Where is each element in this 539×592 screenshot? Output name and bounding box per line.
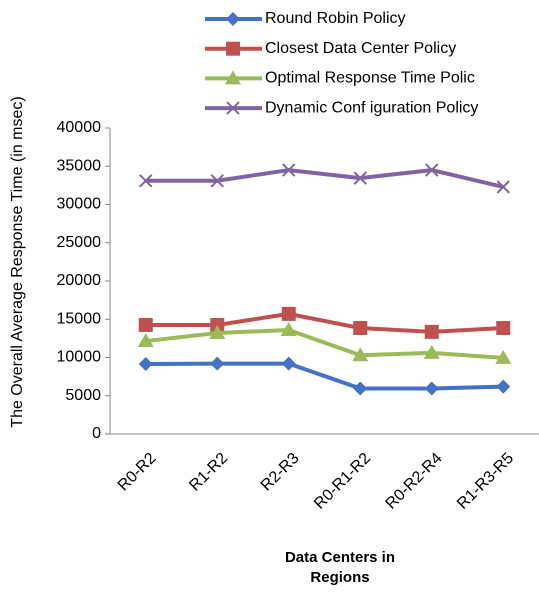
marker [210,356,225,371]
marker [280,321,297,336]
x-tick-label: R2-R3 [258,450,303,495]
marker [495,349,512,364]
legend-label: Closest Data Center Policy [265,40,456,57]
x-tick-label: R0-R1-R2 [311,450,374,513]
y-tick-label: 15000 [57,310,102,327]
marker [425,163,439,177]
marker [353,171,367,185]
marker [209,325,226,340]
marker [353,381,368,396]
legend-label: Dynamic Conf iguration Policy [265,99,478,116]
marker [138,317,153,332]
y-tick-label: 0 [92,425,101,442]
marker [281,306,296,321]
marker [353,321,368,336]
y-tick-label: 30000 [57,196,102,213]
marker [496,379,511,394]
marker [281,356,296,371]
marker [496,321,511,336]
series-line [145,361,504,391]
marker [210,174,224,188]
marker [423,344,440,359]
x-tick-label: R0-R2 [115,450,160,495]
y-axis-title: The Overall Average Response Time (in ms… [9,96,26,427]
marker [226,41,240,56]
y-tick-label: 5000 [65,387,101,404]
series-line [145,311,504,334]
y-tick-label: 35000 [57,157,102,174]
y-tick-label: 25000 [57,234,102,251]
marker [226,101,240,115]
series-line [145,168,504,189]
marker [225,70,241,85]
y-tick-label: 40000 [57,119,102,136]
marker [137,333,154,348]
legend-label: Optimal Response Time Polic [265,70,475,87]
x-axis-title: Data Centers in Regions [284,549,396,586]
series-line [145,327,504,360]
marker [424,381,439,396]
x-tick-label: R0-R2-R4 [383,450,446,513]
marker [282,163,296,177]
marker [496,180,510,194]
y-tick-label: 10000 [57,349,102,366]
x-tick-label: R1-R3-R5 [454,450,517,513]
marker [139,174,153,188]
marker [352,347,369,362]
x-tick-label: R1-R2 [186,450,231,495]
legend-label: Round Robin Policy [265,10,406,27]
marker [138,357,153,372]
marker [226,12,240,26]
marker [210,317,225,332]
marker [424,324,439,339]
y-tick-label: 20000 [57,272,102,289]
